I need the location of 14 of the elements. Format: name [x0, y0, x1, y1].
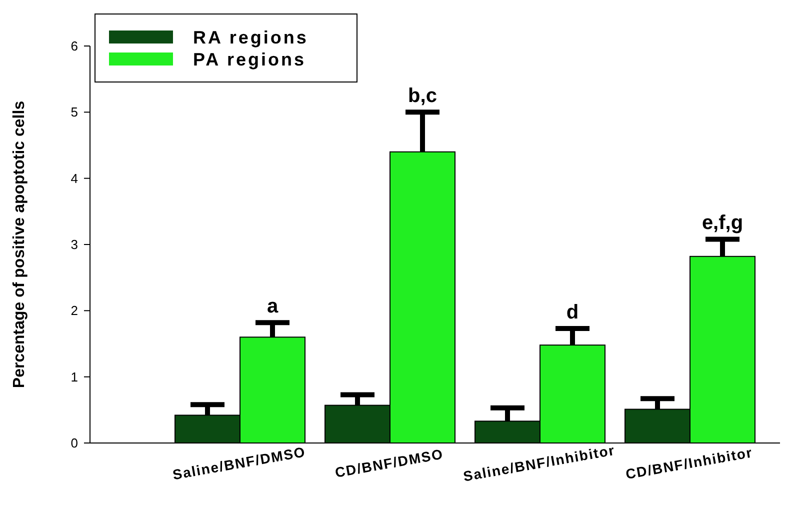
- y-tick-label: 4: [70, 170, 78, 186]
- y-axis-title: Percentage of positive apoptotic cells: [11, 100, 28, 388]
- y-tick-label: 5: [70, 104, 78, 120]
- y-tick-label: 2: [70, 303, 78, 318]
- y-tick-label: 1: [70, 369, 78, 384]
- legend-label: RA regions: [193, 27, 308, 48]
- annotation: d: [566, 302, 579, 324]
- annotation: b,c: [408, 85, 437, 108]
- y-tick-label: 3: [70, 237, 78, 252]
- annotation: e,f,g: [702, 212, 744, 234]
- y-tick-label: 0: [70, 436, 78, 451]
- legend-label: PA regions: [193, 49, 306, 70]
- y-tick-label: 6: [70, 38, 78, 54]
- annotation: a: [266, 296, 279, 318]
